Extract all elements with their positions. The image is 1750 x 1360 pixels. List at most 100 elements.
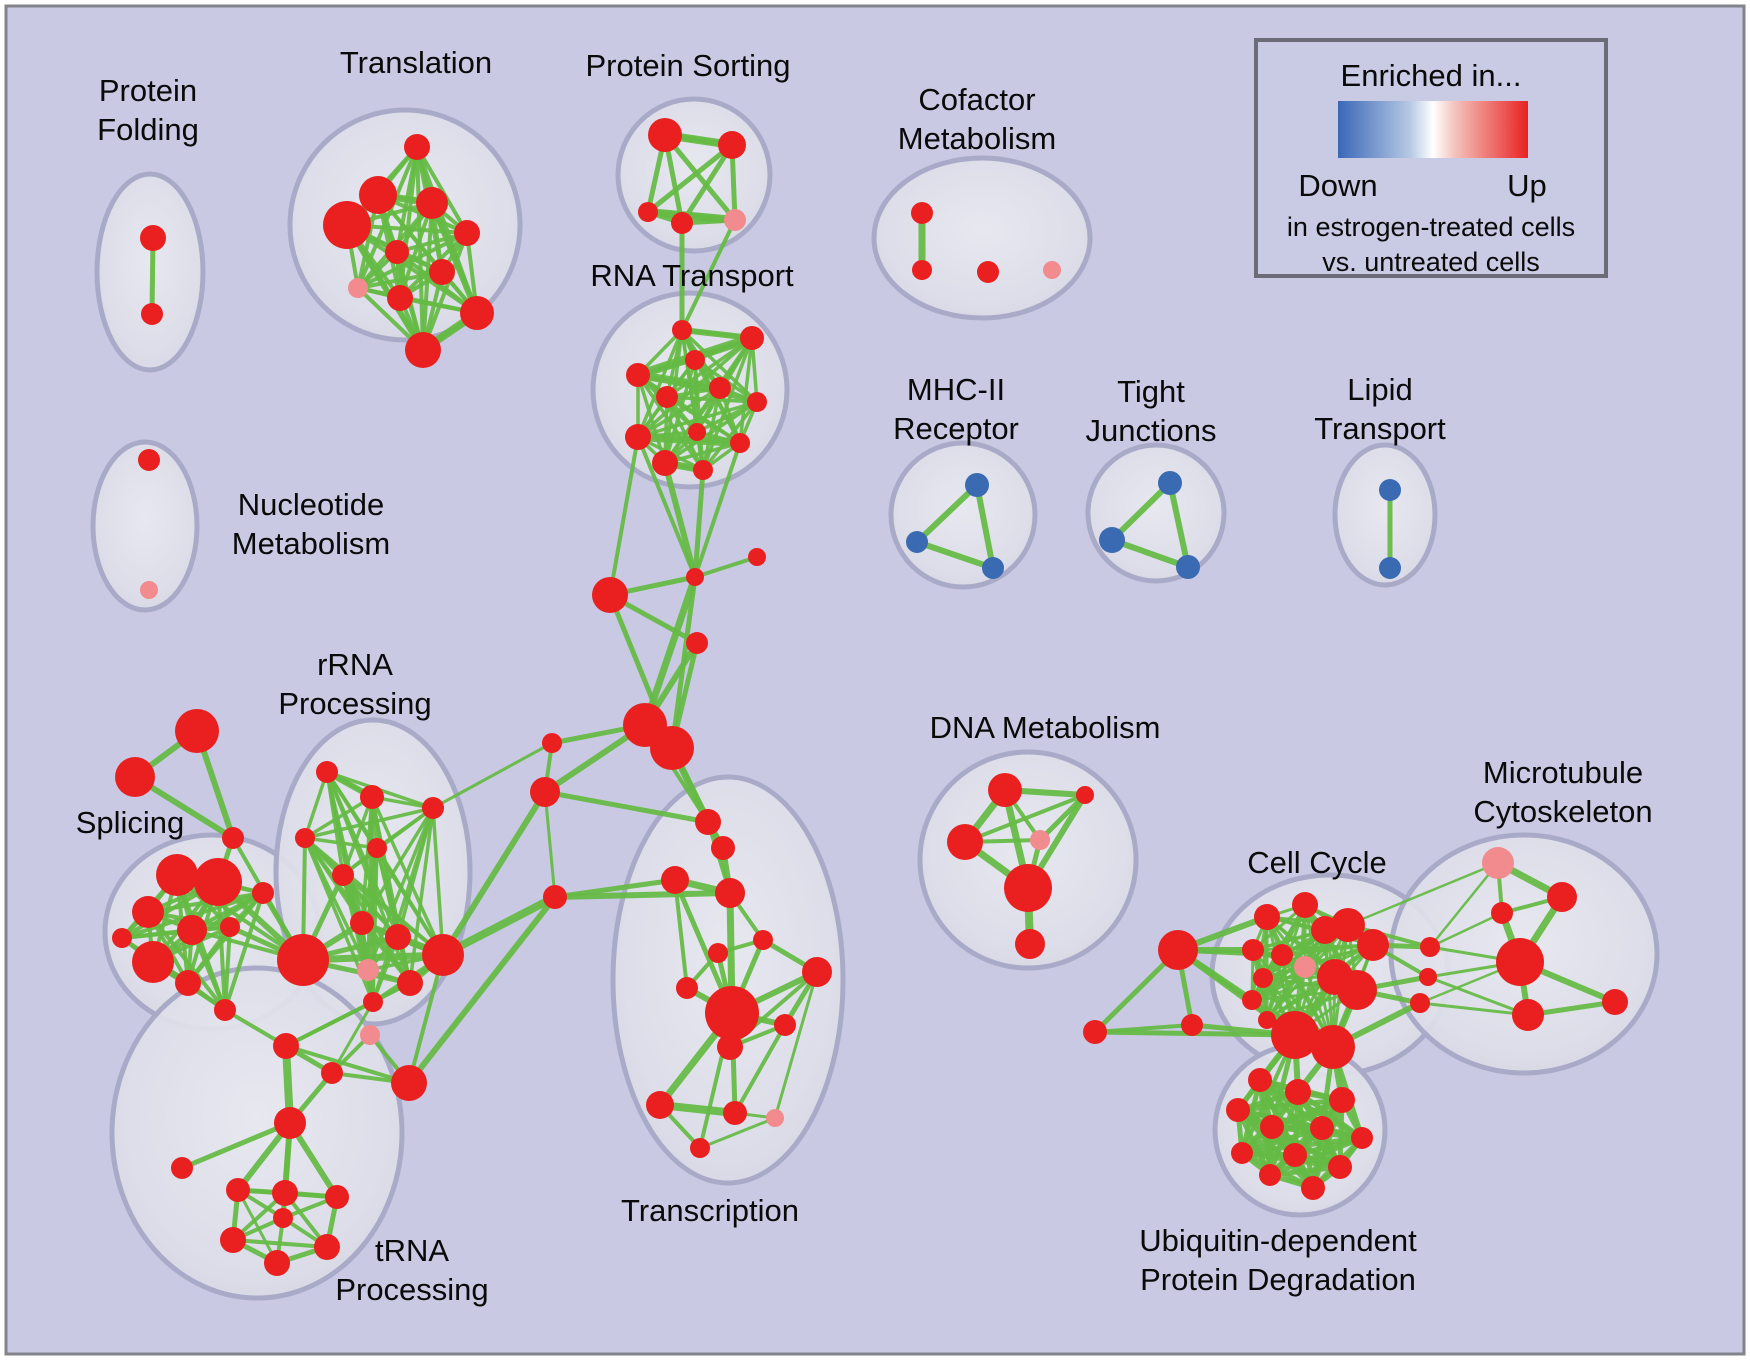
cluster-bubble-trna-processing	[109, 965, 405, 1301]
cluster-label-protein-folding: Folding	[97, 112, 199, 147]
gene-set-node-cofactor-metabolism	[1043, 261, 1061, 279]
edge-rrna-processing	[341, 873, 400, 939]
cluster-label-microtubule-cytoskeleton: Cytoskeleton	[1473, 794, 1652, 829]
gene-set-node-protein-sorting	[648, 118, 682, 152]
edge-intercluster	[406, 894, 558, 1086]
gene-set-node-ubiquitin-degradation	[1226, 1098, 1250, 1122]
gene-set-node-rrna-processing	[397, 970, 423, 996]
gene-set-node-splicing	[220, 917, 240, 937]
edge-rna-transport	[701, 386, 722, 472]
edge-intercluster	[1346, 861, 1500, 927]
cluster-label-dna-metabolism: DNA Metabolism	[930, 710, 1161, 745]
cluster-bubble-nucleotide-metabolism	[90, 439, 200, 613]
gene-set-node-cell-cycle	[1337, 970, 1377, 1010]
cluster-label-cell-cycle: Cell Cycle	[1247, 845, 1387, 880]
gene-set-node-rna-transport	[672, 320, 692, 340]
edge-translation	[344, 222, 426, 353]
gene-set-node-rna-transport	[747, 392, 767, 412]
cluster-label-ubiquitin-degradation: Ubiquitin-dependent	[1139, 1223, 1417, 1258]
gene-set-node-protein-folding	[141, 303, 163, 325]
gene-set-node-trna-processing	[273, 1208, 293, 1228]
edge-intercluster	[431, 741, 554, 810]
cluster-label-splicing: Splicing	[76, 805, 185, 840]
gene-set-node-trna-processing	[391, 1065, 427, 1101]
gene-set-node-mhc-ii-receptor	[965, 473, 989, 497]
gene-set-node-transcription	[708, 943, 728, 963]
gene-set-node-splicing	[214, 999, 236, 1021]
gene-set-node-rrna-processing	[332, 864, 354, 886]
gene-set-node-trna-processing	[321, 1062, 343, 1084]
gene-set-node-central-connectors	[592, 577, 628, 613]
cluster-label-trna-processing: tRNA	[375, 1233, 449, 1268]
edge-intercluster	[330, 1000, 375, 1075]
edge-translation	[356, 270, 444, 290]
edge-trna-processing	[284, 1044, 411, 1085]
gene-set-node-cell-cycle	[1419, 968, 1437, 986]
gene-set-node-rna-transport	[625, 424, 651, 450]
gene-set-node-translation	[405, 332, 441, 368]
gene-set-node-trna-processing	[171, 1157, 193, 1179]
gene-set-node-translation	[323, 201, 371, 249]
gene-set-node-transcription	[802, 957, 832, 987]
gene-set-node-translation	[385, 240, 409, 264]
gene-set-node-rrna-processing	[295, 828, 315, 848]
gene-set-node-dna-metabolism	[1030, 830, 1050, 850]
gene-set-node-splicing	[112, 928, 132, 948]
gene-set-node-rrna-processing	[363, 992, 383, 1012]
edge-intercluster	[439, 893, 559, 959]
cluster-label-transcription: Transcription	[621, 1193, 799, 1228]
legend-up-label: Up	[1507, 168, 1547, 203]
edge-dna-metabolism	[963, 793, 1087, 844]
legend: Enriched in... Down Up in estrogen-treat…	[1254, 38, 1608, 278]
cluster-label-rna-transport: RNA Transport	[590, 258, 794, 293]
edge-protein-sorting	[644, 208, 739, 224]
cluster-label-cofactor-metabolism: Metabolism	[898, 121, 1057, 156]
edge-rna-transport	[701, 400, 759, 472]
edge-transcription	[698, 1116, 777, 1150]
gene-set-node-splicing	[132, 941, 174, 983]
edge-rna-transport	[634, 371, 724, 392]
edge-central-connectors	[693, 555, 759, 579]
edge-rrna-processing	[371, 806, 435, 1004]
cluster-label-rrna-processing: Processing	[278, 686, 431, 721]
gene-set-node-transcription	[717, 1034, 743, 1060]
gene-set-node-splicing-spur	[175, 709, 219, 753]
gene-set-node-cell-cycle	[1254, 904, 1280, 930]
edge-intercluster	[1428, 861, 1500, 949]
gene-set-node-translation	[404, 134, 430, 160]
gene-set-node-central-connectors	[686, 568, 704, 586]
edge-intercluster	[407, 953, 445, 1085]
gene-set-node-splicing-spur	[115, 757, 155, 797]
gene-set-node-transcription	[661, 866, 689, 894]
gene-set-node-mhc-ii-receptor	[906, 531, 928, 553]
legend-gradient-bar	[1338, 101, 1528, 158]
gene-set-node-translation	[387, 285, 413, 311]
edge-rna-transport	[636, 400, 759, 439]
edge-splicing	[120, 925, 232, 940]
edge-protein-sorting	[679, 142, 735, 226]
gene-set-node-transcription	[711, 836, 735, 860]
edge-tight-junctions	[1109, 537, 1191, 570]
gene-set-node-ubiquitin-degradation	[1310, 1116, 1334, 1140]
cluster-labels-layer: Protein Folding Translation Protein Sorting…	[76, 45, 1653, 1307]
cluster-label-cofactor-metabolism: Cofactor	[918, 82, 1035, 117]
gene-set-node-central-connectors	[542, 733, 562, 753]
gene-set-node-rrna-processing	[422, 934, 464, 976]
edge-tight-junctions	[1109, 480, 1173, 543]
gene-set-node-microtubule-cytoskeleton	[1547, 882, 1577, 912]
gene-set-node-cell-cycle	[1271, 944, 1293, 966]
edge-rrna-processing	[303, 795, 374, 840]
gene-set-node-protein-sorting	[638, 202, 658, 222]
gene-set-node-lipid-transport	[1379, 479, 1401, 501]
cluster-bubble-mhc-ii-receptor	[888, 440, 1038, 590]
edge-transcription	[733, 1023, 787, 1115]
gene-set-node-rna-transport	[652, 450, 678, 476]
gene-set-node-trna-processing	[325, 1185, 349, 1209]
gene-set-node-trna-processing	[272, 1180, 298, 1206]
gene-set-node-ubiquitin-degradation	[1283, 1143, 1307, 1167]
edge-translation	[429, 200, 480, 316]
gene-set-node-protein-folding	[140, 225, 166, 251]
gene-set-node-splicing	[132, 896, 164, 928]
gene-set-node-rna-transport	[685, 350, 705, 370]
cluster-label-trna-processing: Processing	[335, 1272, 488, 1307]
